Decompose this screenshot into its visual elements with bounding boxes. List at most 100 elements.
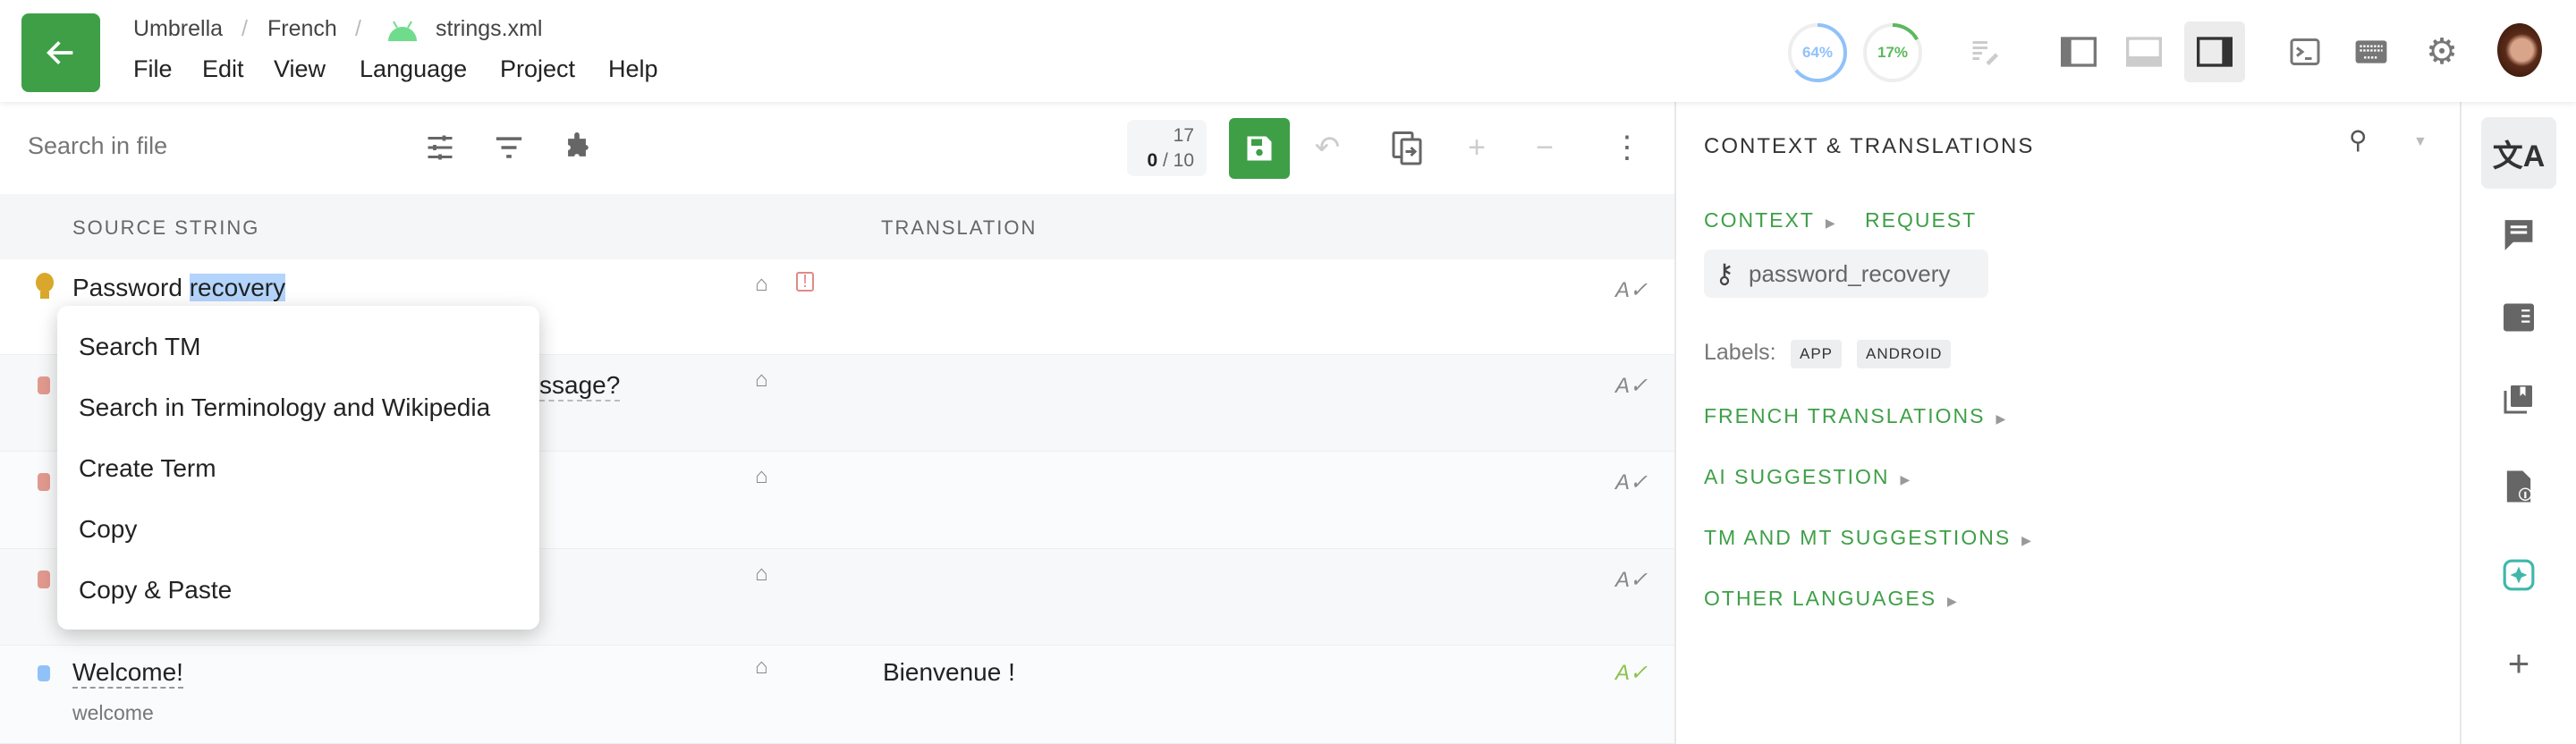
minus-icon[interactable]: − xyxy=(1536,130,1554,165)
progress-translated-label: 64% xyxy=(1801,44,1834,61)
menu-item-search-terminology[interactable]: Search in Terminology and Wikipedia xyxy=(79,393,491,421)
breadcrumb-file[interactable]: strings.xml xyxy=(436,16,543,41)
status-untranslated-icon xyxy=(38,473,50,491)
counter-total: 17 xyxy=(1173,125,1194,146)
caret-right-icon: ▶ xyxy=(2021,533,2031,547)
tag-icon[interactable]: ⌂ xyxy=(755,272,768,296)
labels-title: Labels: xyxy=(1704,340,1776,365)
menu-project[interactable]: Project xyxy=(500,55,576,82)
filter-icon[interactable] xyxy=(491,130,527,165)
status-translated-icon xyxy=(38,665,50,681)
status-untranslated-icon xyxy=(38,376,50,394)
key-icon: ⚷ xyxy=(1715,258,1734,289)
column-source: SOURCE STRING xyxy=(72,216,260,239)
translation-text[interactable]: Bienvenue ! xyxy=(883,658,1015,686)
section-label: OTHER LANGUAGES xyxy=(1704,587,1937,610)
menu-item-search-tm[interactable]: Search TM xyxy=(79,333,201,360)
search-input[interactable] xyxy=(28,132,386,160)
string-key: welcome xyxy=(72,701,154,724)
spellcheck-icon[interactable]: A✓ xyxy=(1615,568,1648,592)
puzzle-icon[interactable] xyxy=(559,130,595,165)
spellcheck-icon[interactable]: A✓ xyxy=(1615,278,1648,302)
top-header: Umbrella / French / strings.xml File Edi… xyxy=(0,0,2576,102)
tag-icon[interactable]: ⌂ xyxy=(755,368,768,392)
more-vertical-icon[interactable]: ⋮ xyxy=(1612,131,1642,165)
panel-title: CONTEXT & TRANSLATIONS xyxy=(1704,134,2035,158)
menu-view[interactable]: View xyxy=(274,55,326,82)
menu-item-copy[interactable]: Copy xyxy=(79,515,138,543)
menu-edit[interactable]: Edit xyxy=(202,55,244,82)
tm-icon[interactable] xyxy=(2481,368,2556,430)
avatar[interactable] xyxy=(2497,23,2542,77)
add-icon[interactable]: + xyxy=(2507,642,2530,684)
translate-icon[interactable]: 文A xyxy=(2481,117,2556,189)
plus-icon[interactable]: + xyxy=(1468,130,1486,165)
menu-help[interactable]: Help xyxy=(608,55,658,82)
section-other-languages[interactable]: OTHER LANGUAGES ▶ xyxy=(1704,587,1957,611)
menu-item-create-term[interactable]: Create Term xyxy=(79,454,216,482)
layout-sidebar-left-icon[interactable] xyxy=(2059,32,2098,72)
layout-sidebar-right-button[interactable] xyxy=(2184,21,2245,82)
menu-file[interactable]: File xyxy=(133,55,173,82)
column-translation: TRANSLATION xyxy=(881,216,1038,239)
back-button[interactable] xyxy=(21,13,100,92)
context-label: CONTEXT xyxy=(1704,208,1815,232)
spellcheck-icon[interactable]: A✓ xyxy=(1615,374,1648,398)
caret-right-icon: ▶ xyxy=(1996,411,2006,426)
glossary-icon[interactable] xyxy=(2481,286,2556,349)
section-label: AI SUGGESTION xyxy=(1704,465,1890,488)
comments-icon[interactable] xyxy=(2481,204,2556,266)
keyboard-icon[interactable] xyxy=(2351,32,2391,72)
copy-source-icon[interactable] xyxy=(1389,130,1425,165)
status-untranslated-icon xyxy=(38,571,50,588)
right-sidebar xyxy=(2462,102,2576,744)
section-french-translations[interactable]: FRENCH TRANSLATIONS ▶ xyxy=(1704,404,2005,428)
progress-approved-label: 17% xyxy=(1877,44,1909,61)
gear-icon[interactable]: ⚙ xyxy=(2426,32,2458,72)
settings-sliders-icon[interactable] xyxy=(422,130,458,165)
ai-icon[interactable] xyxy=(2481,544,2556,606)
request-context-link[interactable]: REQUEST xyxy=(1865,208,1978,232)
caret-right-icon: ▶ xyxy=(1825,216,1835,230)
proofread-icon[interactable] xyxy=(1965,32,2004,72)
layout-sidebar-right-icon[interactable] xyxy=(2195,32,2234,72)
context-section[interactable]: CONTEXT ▶ xyxy=(1704,208,1835,232)
tag-icon[interactable]: ⌂ xyxy=(755,464,768,488)
breadcrumb-project[interactable]: Umbrella xyxy=(133,16,224,41)
context-panel xyxy=(1674,102,2462,744)
string-counter: 17 0 / 10 xyxy=(1127,120,1207,176)
string-key-chip: ⚷ password_recovery xyxy=(1704,249,1988,298)
progress-translated[interactable]: 64% xyxy=(1786,21,1849,84)
table-row[interactable]: Welcome! welcome ⌂ Bienvenue ! A✓ xyxy=(0,646,1674,744)
context-menu: Search TM Search in Terminology and Wiki… xyxy=(57,306,539,630)
pin-icon[interactable]: ⚲ xyxy=(2349,126,2368,154)
breadcrumb-separator: / xyxy=(355,16,361,41)
spellcheck-icon[interactable]: A✓ xyxy=(1615,470,1648,495)
chevron-down-icon[interactable]: ▼ xyxy=(2413,134,2428,149)
counter-done: 0 xyxy=(1147,150,1158,171)
section-label: FRENCH TRANSLATIONS xyxy=(1704,404,1986,427)
menu-item-copy-paste[interactable]: Copy & Paste xyxy=(79,576,233,604)
breadcrumb-language[interactable]: French xyxy=(267,16,337,41)
save-button[interactable] xyxy=(1229,118,1290,179)
source-text: Password xyxy=(72,274,190,301)
file-info-icon[interactable] xyxy=(2481,455,2556,518)
menu-language[interactable]: Language xyxy=(360,55,468,82)
progress-approved[interactable]: 17% xyxy=(1861,21,1924,84)
label-chip: ANDROID xyxy=(1857,340,1952,368)
lightbulb-icon xyxy=(36,273,54,299)
section-tm-mt[interactable]: TM AND MT SUGGESTIONS ▶ xyxy=(1704,526,2031,550)
tag-icon[interactable]: ⌂ xyxy=(755,562,768,586)
issue-icon[interactable]: ! xyxy=(796,272,814,292)
undo-icon[interactable]: ↶ xyxy=(1314,131,1341,165)
section-ai-suggestion[interactable]: AI SUGGESTION ▶ xyxy=(1704,465,1910,489)
spellcheck-icon[interactable]: A✓ xyxy=(1615,661,1648,685)
table-header xyxy=(0,194,1674,259)
caret-right-icon: ▶ xyxy=(1900,472,1911,486)
string-key: password_recovery xyxy=(1748,259,1951,287)
terminal-icon[interactable] xyxy=(2285,32,2325,72)
label-chip: APP xyxy=(1791,340,1843,368)
source-text: ssage? xyxy=(539,371,621,402)
tag-icon[interactable]: ⌂ xyxy=(755,655,768,679)
layout-bottom-icon[interactable] xyxy=(2124,32,2164,72)
